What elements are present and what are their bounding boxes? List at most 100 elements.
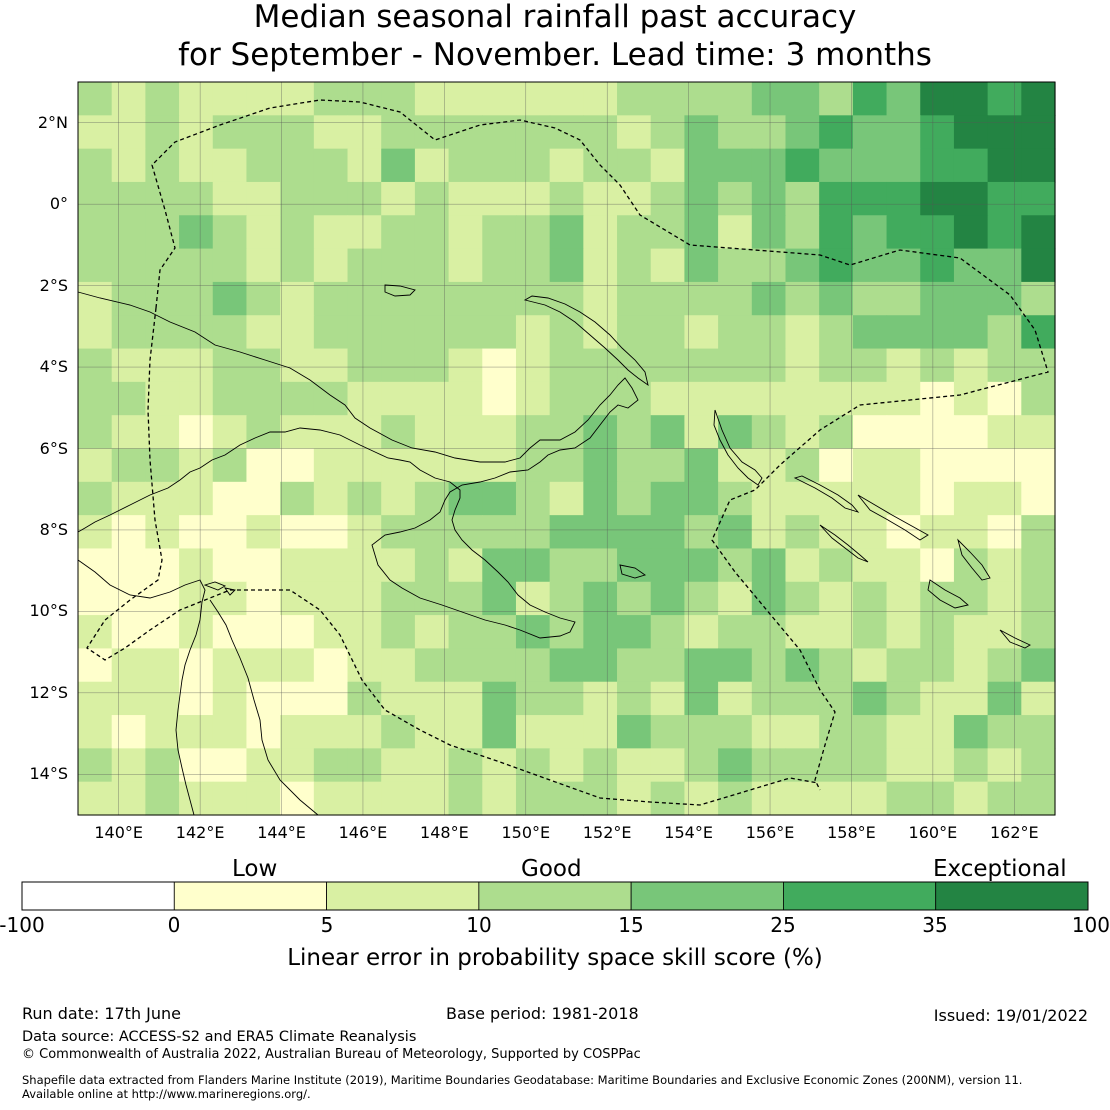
skill-cell (650, 781, 686, 816)
skill-cell (650, 481, 686, 516)
skill-cell (987, 748, 1022, 783)
skill-cell (280, 215, 315, 250)
skill-cell (617, 715, 652, 749)
skill-cell (953, 148, 989, 183)
skill-cell (414, 281, 450, 316)
skill-cell (920, 415, 955, 450)
skill-cell (179, 448, 214, 483)
skill-cell (482, 381, 517, 416)
skill-cell (448, 481, 483, 516)
coastline-cape-york (77, 559, 206, 816)
skill-cell (617, 581, 652, 616)
skill-cell (718, 681, 753, 716)
skill-cell (549, 181, 584, 216)
longitude-label: 142°E (175, 823, 225, 842)
skill-cell (751, 415, 787, 450)
skill-cell (111, 781, 146, 816)
skill-cell (414, 348, 450, 383)
skill-cell (111, 648, 146, 683)
skill-cell (212, 148, 248, 183)
skill-cell (381, 281, 416, 316)
skill-cell (111, 681, 146, 716)
skill-cell (381, 548, 416, 583)
skill-cell (819, 181, 854, 216)
skill-cell (482, 681, 517, 716)
latitude-label: 14°S (29, 764, 68, 784)
skill-cell (819, 248, 854, 283)
skill-cell (617, 281, 652, 316)
skill-cell (280, 681, 315, 716)
skill-cell (414, 381, 450, 416)
skill-cell (448, 148, 483, 183)
map-title-line-2: for September - November. Lead time: 3 m… (178, 37, 932, 73)
skill-cell (583, 348, 618, 383)
skill-cell (381, 681, 416, 716)
skill-cell (751, 648, 787, 683)
skill-cell (381, 481, 416, 516)
colorbar (21, 881, 1089, 911)
map-gridlines (78, 82, 1055, 815)
skill-cell (111, 481, 146, 516)
skill-cell (886, 315, 921, 350)
skill-cell (347, 248, 382, 283)
skill-cell (381, 615, 416, 650)
skill-cell (852, 581, 888, 616)
skill-cell (347, 548, 382, 583)
skill-cell (78, 415, 113, 450)
skill-cell (987, 581, 1022, 616)
skill-cell (515, 448, 551, 483)
skill-cell (953, 515, 989, 550)
skill-cell (246, 148, 281, 183)
skill-cell (381, 248, 416, 283)
skill-cell (280, 781, 315, 816)
skill-cell (280, 348, 315, 383)
skill-cell (111, 415, 146, 450)
skill-cell (78, 681, 113, 716)
skill-cell (920, 748, 955, 783)
skill-cell (347, 681, 382, 716)
skill-cell (953, 615, 989, 650)
colorbar-label-good: Good (521, 856, 582, 882)
skill-cell (650, 415, 686, 450)
skill-cell (920, 781, 955, 816)
skill-cell (785, 648, 820, 683)
skill-cell (179, 415, 214, 450)
skill-cell (414, 248, 450, 283)
skill-cell (617, 381, 652, 416)
skill-cell (785, 515, 820, 550)
skill-cell (347, 215, 382, 250)
skill-cell (179, 115, 214, 150)
skill-cell (448, 315, 483, 350)
skill-cell (987, 248, 1022, 283)
skill-cell (246, 82, 281, 116)
skill-cell (482, 715, 517, 749)
skill-cell (751, 181, 787, 216)
longitude-label: 140°E (94, 823, 144, 842)
skill-cell (145, 181, 180, 216)
skill-cell (583, 648, 618, 683)
skill-cell (583, 715, 618, 749)
latitude-label: 4°S (39, 357, 68, 377)
skill-cell (212, 82, 248, 116)
skill-cell (515, 215, 551, 250)
skill-cell (381, 448, 416, 483)
skill-cell (515, 648, 551, 683)
skill-cell (650, 515, 686, 550)
colorbar-tick: 5 (320, 913, 334, 937)
skill-cell (482, 781, 517, 816)
skill-cell (583, 481, 618, 516)
skill-cell (987, 115, 1022, 150)
skill-cell (852, 748, 888, 783)
skill-cell (785, 115, 820, 150)
skill-cell (78, 748, 113, 783)
skill-cell (212, 748, 248, 783)
skill-cell (785, 248, 820, 283)
skill-cell (414, 681, 450, 716)
skill-cell (280, 748, 315, 783)
skill-cell (313, 781, 349, 816)
skill-cell (515, 415, 551, 450)
skill-cell (953, 648, 989, 683)
skill-cell (583, 415, 618, 450)
skill-cell (650, 748, 686, 783)
skill-cell (179, 281, 214, 316)
